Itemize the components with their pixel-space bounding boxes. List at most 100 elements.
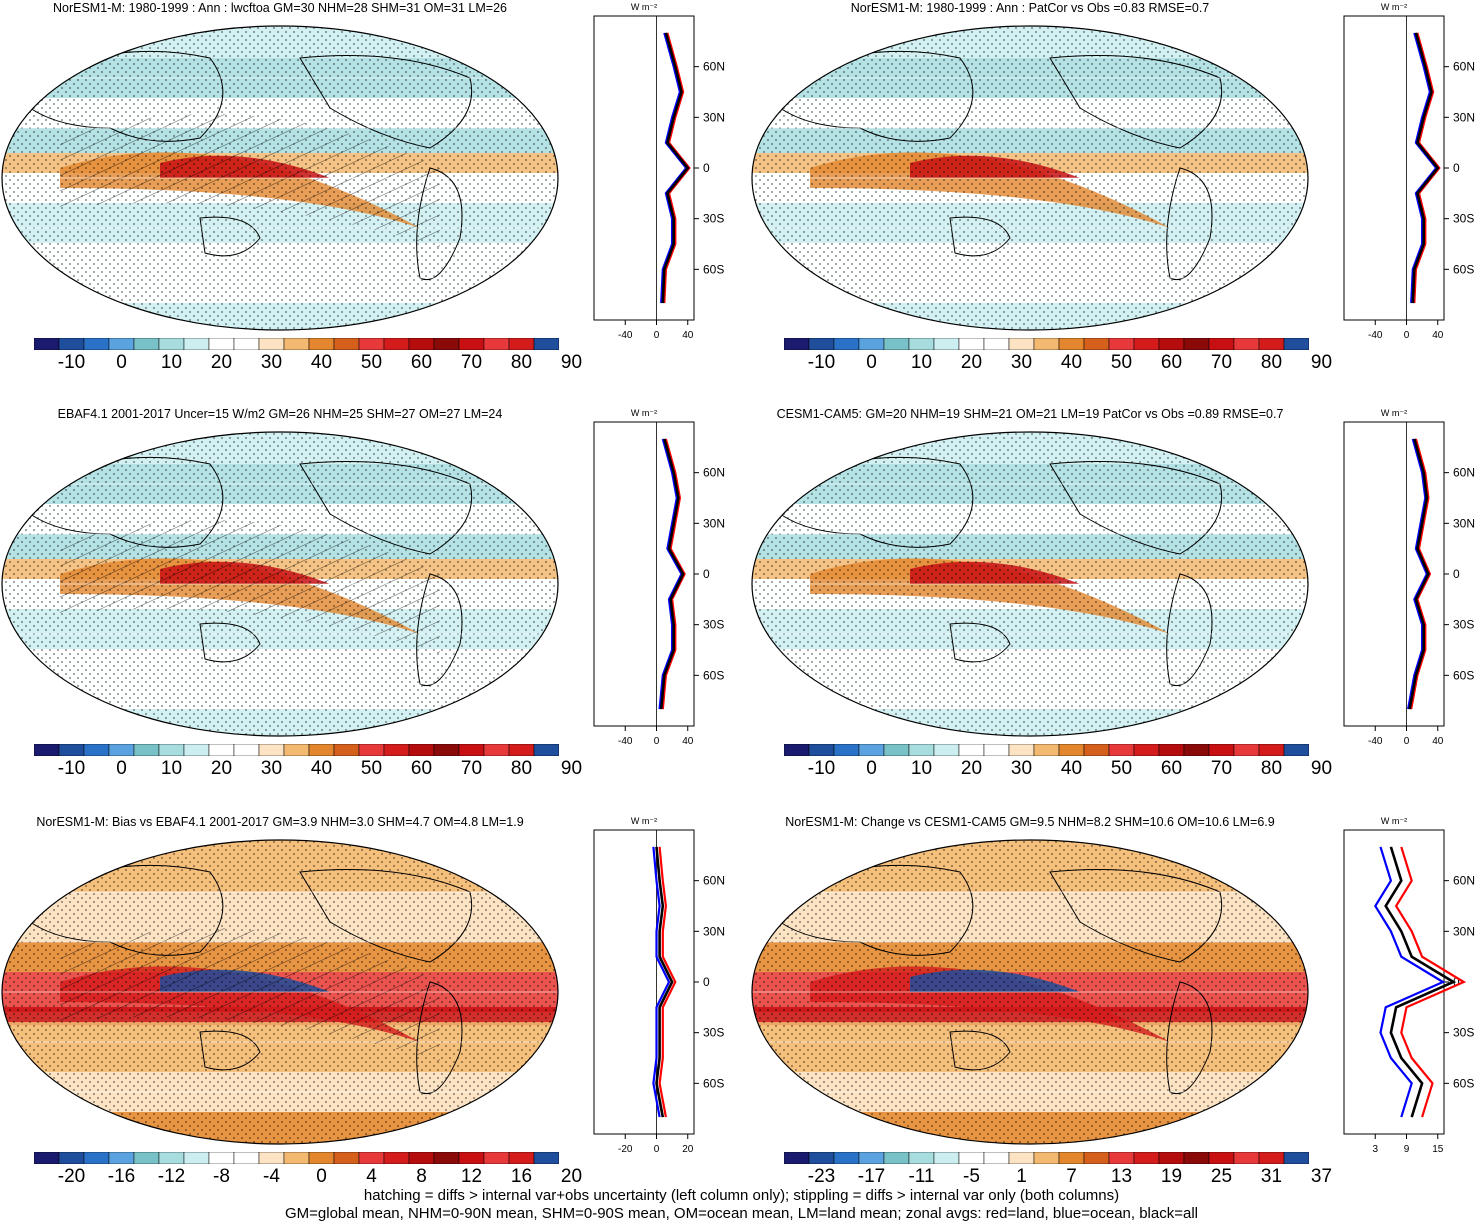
colorbar-tick-label: 30 (1010, 758, 1033, 779)
lat-tick-label: 60S (1453, 668, 1474, 682)
colorbar-segment (358, 338, 385, 350)
colorbar-segment (83, 744, 110, 756)
x-tick-label: 40 (1432, 736, 1444, 747)
map-field (752, 432, 1308, 736)
colorbar-tick-label: 80 (510, 758, 533, 779)
colorbar-tick-label: 70 (1210, 758, 1233, 779)
lat-tick-label: 30S (1453, 618, 1474, 632)
zonal-mean-plot: W m⁻² 60N 30N 0 30S 60S -20 0 20 (593, 816, 725, 1155)
colorbar-segment (108, 1152, 135, 1164)
lat-tick-label: 0 (703, 975, 710, 989)
colorbar-tick-label: 20 (210, 758, 233, 779)
colorbar-segment (1058, 338, 1085, 350)
x-tick-label: -40 (618, 736, 633, 747)
colorbar-segment (158, 744, 185, 756)
colorbar-tick-label: 20 (960, 352, 983, 373)
colorbar-tick-label: -8 (213, 1166, 230, 1187)
colorbar-segment (108, 744, 135, 756)
colorbar-segment (34, 338, 60, 350)
colorbar-labels: -20 -16 -12 -8 -4 0 4 8 12 16 20 (34, 1166, 582, 1190)
zonal-mean-plot: W m⁻² 60N 30N 0 30S 60S -40 0 40 (593, 2, 725, 341)
colorbar-segment (283, 1152, 310, 1164)
colorbar-tick-label: 90 (1310, 352, 1333, 373)
colorbar-segment (1258, 1152, 1285, 1164)
all-zonal-line (1384, 846, 1457, 1118)
colorbar-segment (483, 1152, 510, 1164)
lat-tick-label: 0 (1453, 567, 1460, 581)
lat-tick-label: 60N (1453, 60, 1475, 74)
zonal-frame (1343, 15, 1445, 321)
colorbar-labels: -23 -17 -11 -5 1 7 13 19 25 31 37 (784, 1166, 1332, 1190)
x-tick-label: -20 (618, 1144, 633, 1155)
colorbar-tick-label: 80 (1260, 352, 1283, 373)
colorbar-segment (858, 338, 885, 350)
colorbar-segment (533, 1152, 559, 1164)
colorbar-segment (158, 1152, 185, 1164)
colorbar-segment (1008, 338, 1035, 350)
all-zonal-line (661, 32, 690, 304)
map-field (2, 26, 558, 330)
colorbar-segment (808, 338, 835, 350)
colorbar-tick-label: -16 (107, 1166, 136, 1187)
x-tick-label: -40 (618, 330, 633, 341)
colorbar-segment (358, 1152, 385, 1164)
colorbar-tick-label: 80 (510, 352, 533, 373)
x-tick-label: 20 (682, 1144, 694, 1155)
colorbar (34, 338, 559, 350)
colorbar-tick-label: 80 (1260, 758, 1283, 779)
colorbar-segment (784, 338, 810, 350)
colorbar-segment (208, 1152, 235, 1164)
colorbar-segment (784, 744, 810, 756)
land-zonal-line (1394, 846, 1467, 1118)
x-tick-label: 0 (1404, 736, 1410, 747)
colorbar-segment (333, 744, 360, 756)
colorbar-tick-label: -10 (57, 758, 86, 779)
zonal-unit: W m⁻² (631, 816, 657, 826)
map-field (752, 26, 1308, 330)
colorbar-labels: -10 0 10 20 30 40 50 60 70 80 90 (784, 758, 1332, 782)
robinson-map (1, 839, 559, 1145)
colorbar-segment (133, 744, 160, 756)
colorbar-tick-label: 20 (960, 758, 983, 779)
colorbar-segment (1233, 1152, 1260, 1164)
colorbar-segment (133, 1152, 160, 1164)
panel-title: CESM1-CAM5: GM=20 NHM=19 SHM=21 OM=21 LM… (776, 407, 1284, 421)
colorbar-segment (1233, 744, 1260, 756)
colorbar-segment (383, 1152, 410, 1164)
hatching-overlay (60, 114, 440, 248)
colorbar-tick-label: 30 (1010, 352, 1033, 373)
x-tick-label: 40 (682, 736, 694, 747)
lat-tick-label: 30S (1453, 1026, 1474, 1040)
colorbar-segment (1158, 1152, 1185, 1164)
colorbar-segment (408, 744, 435, 756)
zonal-frame (1343, 829, 1445, 1135)
robinson-map (751, 25, 1309, 331)
colorbar-segment (958, 338, 985, 350)
x-tick-label: 40 (682, 330, 694, 341)
colorbar-segment (1283, 338, 1309, 350)
colorbar-labels: -10 0 10 20 30 40 50 60 70 80 90 (34, 352, 582, 376)
colorbar-segment (83, 1152, 110, 1164)
colorbar-tick-label: 20 (560, 1166, 583, 1187)
colorbar-segment (458, 744, 485, 756)
colorbar-segment (358, 744, 385, 756)
map-field (752, 840, 1308, 1144)
robinson-map (751, 839, 1309, 1145)
colorbar-segment (508, 744, 535, 756)
colorbar-tick-label: 0 (116, 352, 127, 373)
colorbar-tick-label: 7 (1066, 1166, 1077, 1187)
colorbar-segment (1258, 338, 1285, 350)
colorbar-segment (1133, 744, 1160, 756)
colorbar-tick-label: 16 (510, 1166, 533, 1187)
colorbar-segment (933, 744, 960, 756)
colorbar-segment (233, 744, 260, 756)
map-border (1, 431, 559, 737)
x-tick-label: 40 (1432, 330, 1444, 341)
colorbar (784, 1152, 1309, 1164)
colorbar-tick-label: 70 (460, 758, 483, 779)
colorbar-segment (483, 744, 510, 756)
zonal-frame (593, 829, 695, 1135)
colorbar-tick-label: -10 (807, 758, 836, 779)
zonal-mean-plot: W m⁻² 60N 30N 0 30S 60S -40 0 40 (593, 408, 725, 747)
panel-title: NorESM1-M: Change vs CESM1-CAM5 GM=9.5 N… (785, 815, 1275, 829)
